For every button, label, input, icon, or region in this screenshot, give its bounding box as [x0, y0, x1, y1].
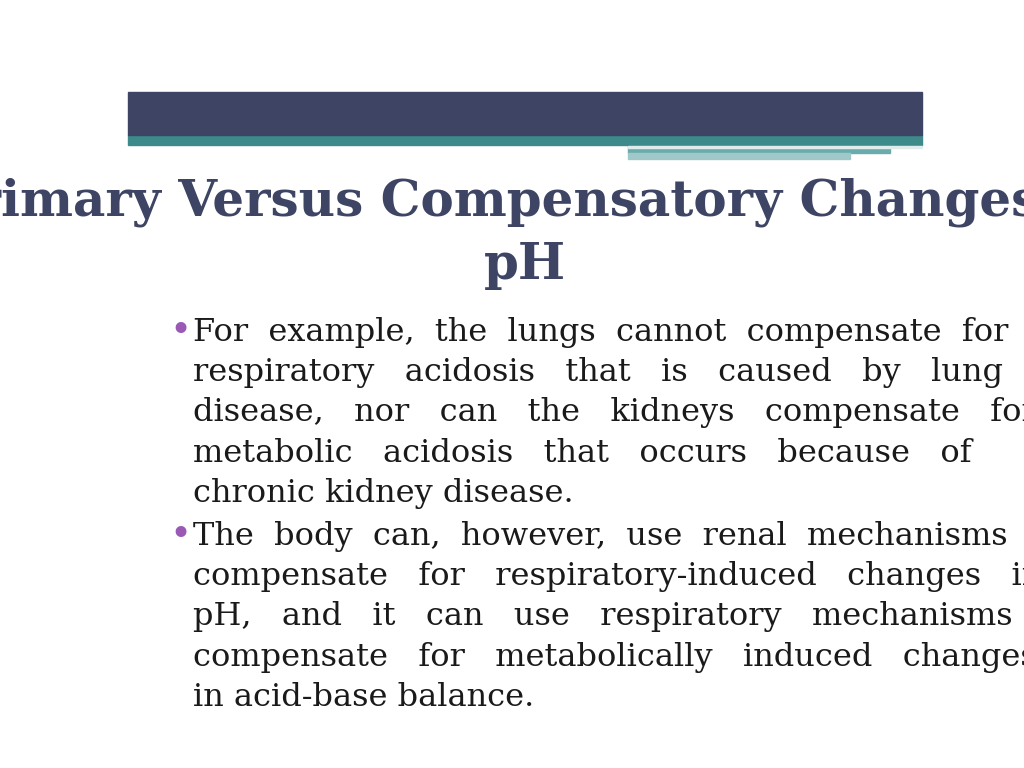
Text: chronic kidney disease.: chronic kidney disease.: [194, 478, 573, 508]
Bar: [628, 153, 850, 159]
Text: The  body  can,  however,  use  renal  mechanisms  to: The body can, however, use renal mechani…: [194, 521, 1024, 552]
Text: pH,   and   it   can   use   respiratory   mechanisms   to: pH, and it can use respiratory mechanism…: [194, 601, 1024, 632]
Text: respiratory   acidosis   that   is   caused   by   lung: respiratory acidosis that is caused by l…: [194, 357, 1004, 388]
Bar: [628, 145, 890, 153]
Text: metabolic   acidosis   that   occurs   because   of: metabolic acidosis that occurs because o…: [194, 438, 972, 468]
Bar: [628, 134, 922, 145]
Text: •: •: [169, 518, 191, 554]
Bar: [128, 92, 922, 134]
Bar: [128, 134, 628, 145]
Text: compensate   for   respiratory-induced   changes   in: compensate for respiratory-induced chang…: [194, 561, 1024, 592]
Bar: [628, 146, 922, 148]
Text: disease,   nor   can   the   kidneys   compensate   for: disease, nor can the kidneys compensate …: [194, 397, 1024, 429]
Text: compensate   for   metabolically   induced   changes: compensate for metabolically induced cha…: [194, 641, 1024, 673]
Text: •: •: [169, 314, 191, 350]
Text: Primary Versus Compensatory Changes in
pH: Primary Versus Compensatory Changes in p…: [0, 178, 1024, 290]
Text: in acid-base balance.: in acid-base balance.: [194, 682, 535, 713]
Text: For  example,  the  lungs  cannot  compensate  for: For example, the lungs cannot compensate…: [194, 317, 1009, 348]
